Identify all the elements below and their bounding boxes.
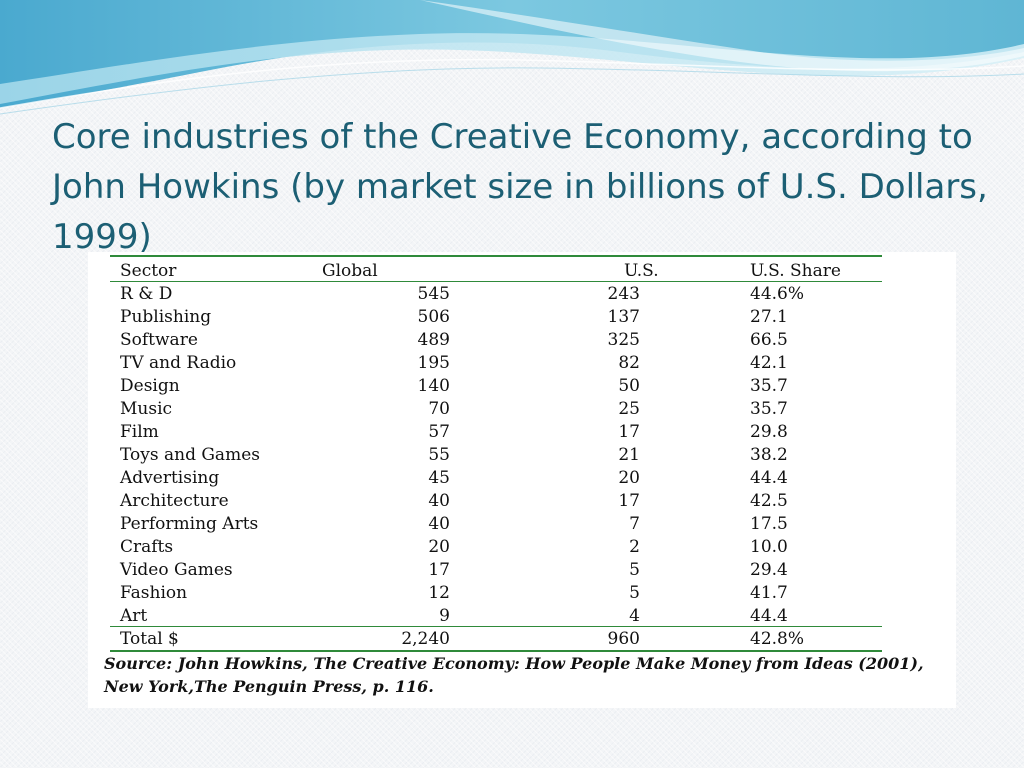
cell-global: 55: [428, 445, 450, 465]
cell-global: 45: [428, 468, 450, 488]
table-row: Music 70 25 35.7: [110, 398, 882, 421]
cell-us: 82: [618, 353, 640, 373]
cell-share: 42.1: [750, 353, 788, 373]
header-bottom-rule: [110, 281, 882, 282]
cell-global: 506: [417, 307, 450, 327]
cell-sector: Film: [120, 422, 159, 442]
cell-us: 137: [607, 307, 640, 327]
cell-sector: Advertising: [120, 468, 220, 488]
cell-share: 41.7: [750, 583, 788, 603]
cell-global: 20: [428, 537, 450, 557]
cell-global: 70: [428, 399, 450, 419]
table-row: R & D 545 243 44.6%: [110, 283, 882, 306]
table-row: Crafts 20 2 10.0: [110, 536, 882, 559]
table-row: Performing Arts 40 7 17.5: [110, 513, 882, 536]
cell-share: 27.1: [750, 307, 788, 327]
cell-sector: Video Games: [120, 560, 233, 580]
source-citation: Source: John Howkins, The Creative Econo…: [104, 654, 924, 696]
cell-sector: Crafts: [120, 537, 174, 557]
slide-title: Core industries of the Creative Economy,…: [52, 117, 988, 257]
table-bottom-rule: [110, 650, 882, 652]
cell-sector: R & D: [120, 284, 173, 304]
cell-share: 10.0: [750, 537, 788, 557]
cell-sector: Toys and Games: [120, 445, 260, 465]
cell-global: 140: [417, 376, 450, 396]
table-total-row: Total $ 2,240 960 42.8%: [110, 628, 882, 651]
cell-share: 66.5: [750, 330, 788, 350]
table-header-row: Sector Global U.S. U.S. Share: [110, 260, 882, 283]
cell-global: 40: [428, 491, 450, 511]
table-row: Video Games 17 5 29.4: [110, 559, 882, 582]
cell-us: 17: [618, 422, 640, 442]
cell-share: 44.4: [750, 606, 788, 626]
cell-share: 35.7: [750, 376, 788, 396]
table-row: Software 489 325 66.5: [110, 329, 882, 352]
table-row: Architecture 40 17 42.5: [110, 490, 882, 513]
cell-us: 5: [629, 583, 640, 603]
table-row: TV and Radio 195 82 42.1: [110, 352, 882, 375]
cell-share: 35.7: [750, 399, 788, 419]
table-top-rule: [110, 255, 882, 257]
cell-sector: Design: [120, 376, 180, 396]
cell-share: 29.8: [750, 422, 788, 442]
cell-share: 29.4: [750, 560, 788, 580]
cell-global: 17: [428, 560, 450, 580]
total-share: 42.8%: [750, 629, 805, 649]
header-global: Global: [322, 261, 378, 281]
cell-us: 325: [607, 330, 640, 350]
cell-global: 12: [428, 583, 450, 603]
cell-global: 195: [417, 353, 450, 373]
table-row: Publishing 506 137 27.1: [110, 306, 882, 329]
total-label: Total $: [120, 629, 179, 649]
header-us: U.S.: [624, 261, 659, 281]
header-wave-decoration: [0, 0, 1024, 115]
table-figure: Sector Global U.S. U.S. Share R & D 545 24…: [88, 252, 956, 708]
cell-global: 545: [417, 284, 450, 304]
cell-sector: Fashion: [120, 583, 188, 603]
total-global: 2,240: [401, 629, 450, 649]
cell-sector: TV and Radio: [120, 353, 237, 373]
cell-share: 44.4: [750, 468, 788, 488]
cell-us: 50: [618, 376, 640, 396]
cell-us: 21: [618, 445, 640, 465]
cell-us: 5: [629, 560, 640, 580]
cell-us: 4: [629, 606, 640, 626]
cell-share: 44.6%: [750, 284, 805, 304]
cell-us: 7: [629, 514, 640, 534]
total-us: 960: [607, 629, 640, 649]
cell-sector: Publishing: [120, 307, 212, 327]
cell-us: 25: [618, 399, 640, 419]
cell-us: 243: [607, 284, 640, 304]
cell-global: 57: [428, 422, 450, 442]
cell-sector: Music: [120, 399, 173, 419]
market-size-table: Sector Global U.S. U.S. Share R & D 545 24…: [110, 260, 882, 651]
cell-sector: Software: [120, 330, 198, 350]
cell-us: 20: [618, 468, 640, 488]
cell-share: 42.5: [750, 491, 788, 511]
table-row: Design 140 50 35.7: [110, 375, 882, 398]
cell-sector: Architecture: [120, 491, 229, 511]
cell-global: 9: [439, 606, 450, 626]
header-us-share: U.S. Share: [750, 261, 841, 281]
cell-global: 40: [428, 514, 450, 534]
table-row: Fashion 12 5 41.7: [110, 582, 882, 605]
cell-share: 17.5: [750, 514, 788, 534]
cell-us: 17: [618, 491, 640, 511]
table-row: Art 9 4 44.4: [110, 605, 882, 628]
header-sector: Sector: [120, 261, 177, 281]
cell-sector: Performing Arts: [120, 514, 259, 534]
table-row: Advertising 45 20 44.4: [110, 467, 882, 490]
table-row: Toys and Games 55 21 38.2: [110, 444, 882, 467]
total-top-rule: [110, 626, 882, 627]
table-row: Film 57 17 29.8: [110, 421, 882, 444]
cell-us: 2: [629, 537, 640, 557]
cell-global: 489: [417, 330, 450, 350]
cell-share: 38.2: [750, 445, 788, 465]
cell-sector: Art: [120, 606, 148, 626]
